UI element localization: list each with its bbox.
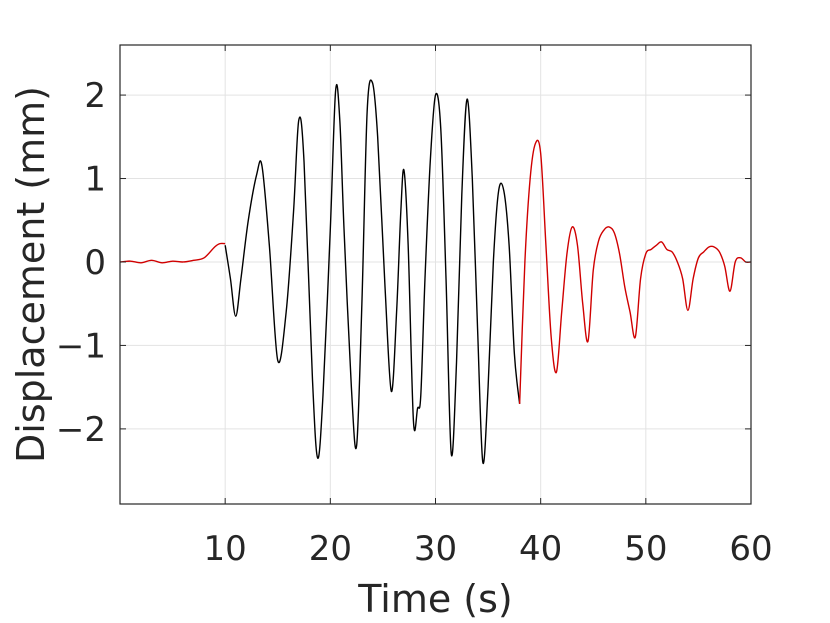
- x-tick-label: 60: [729, 529, 772, 569]
- y-axis-label: Displacement (mm): [9, 86, 53, 463]
- y-tick-label: −2: [56, 410, 106, 450]
- y-tick-labels: −2 −1 0 1 2: [56, 76, 106, 450]
- y-tick-label: 1: [84, 160, 106, 200]
- x-tick-label: 10: [204, 529, 247, 569]
- ticks: [120, 45, 752, 504]
- x-tick-label: 40: [519, 529, 562, 569]
- x-tick-label: 20: [309, 529, 352, 569]
- series-lines: [119, 79, 752, 465]
- y-tick-label: 0: [84, 243, 106, 283]
- series-line-1: [119, 242, 226, 264]
- series-line-3: [518, 139, 752, 404]
- x-tick-label: 50: [624, 529, 667, 569]
- x-tick-labels: 10 20 30 40 50 60: [204, 529, 773, 569]
- y-tick-label: 2: [84, 76, 106, 116]
- y-tick-label: −1: [56, 326, 106, 366]
- series-line-2: [224, 79, 521, 465]
- x-axis-label: Time (s): [357, 577, 513, 621]
- x-tick-label: 30: [414, 529, 457, 569]
